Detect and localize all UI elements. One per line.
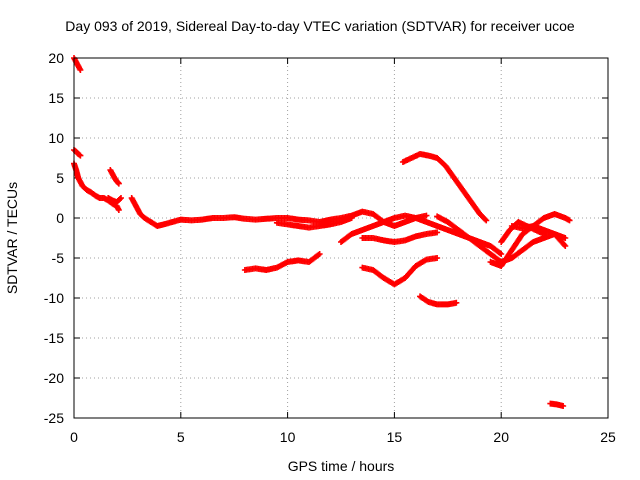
data-points	[71, 55, 573, 409]
data-point	[562, 243, 569, 249]
data-point	[115, 180, 122, 187]
series-arc-5	[105, 195, 124, 205]
y-tick-label: -5	[52, 250, 65, 266]
grid-lines	[74, 58, 608, 418]
data-point	[561, 241, 568, 248]
y-tick-label: 5	[56, 170, 64, 186]
data-point	[562, 235, 569, 241]
y-tick-label: 10	[48, 130, 64, 146]
series-arc-4	[107, 167, 122, 187]
series-arc-13	[417, 293, 460, 308]
x-tick-label: 10	[280, 429, 296, 445]
x-tick-label: 25	[600, 429, 616, 445]
data-point	[348, 215, 355, 221]
data-point	[115, 207, 122, 213]
data-point	[482, 216, 489, 223]
plot-frame	[73, 57, 609, 419]
data-point	[77, 67, 84, 73]
y-tick-label: 0	[56, 210, 64, 226]
data-point	[117, 195, 124, 201]
series-arc-11	[359, 255, 441, 288]
data-point	[315, 251, 322, 258]
y-tick-label: 15	[48, 90, 64, 106]
series-arc-12	[399, 151, 490, 224]
data-point	[498, 251, 505, 257]
data-point	[116, 196, 123, 202]
y-tick-label: -20	[44, 370, 64, 386]
series-arc-7	[273, 215, 355, 231]
data-point	[453, 299, 460, 306]
series-arc-8	[241, 251, 323, 273]
y-tick-label: -10	[44, 290, 64, 306]
x-tick-label: 5	[177, 429, 185, 445]
data-point	[566, 217, 573, 224]
x-tick-label: 20	[493, 429, 509, 445]
data-point	[77, 152, 84, 159]
data-point	[434, 229, 441, 236]
data-point	[560, 403, 567, 409]
y-axis-label: SDTVAR / TECUs	[4, 181, 20, 295]
x-tick-label: 15	[387, 429, 403, 445]
y-tick-label: 20	[48, 50, 64, 66]
chart-title: Day 093 of 2019, Sidereal Day-to-day VTE…	[65, 18, 575, 34]
series-arc-17	[508, 223, 569, 249]
data-point	[423, 212, 430, 219]
series-arc-3	[71, 160, 122, 213]
data-point	[497, 250, 504, 257]
series-arc-15	[487, 211, 573, 269]
series-arc-10	[359, 229, 441, 245]
tick-labels: 0 5 10 15 20 25 -25 -20 -15 -10 -5 0 5 10 15 20	[44, 50, 616, 445]
axis-ticks	[73, 57, 609, 419]
y-tick-label: -15	[44, 330, 64, 346]
data-point	[434, 255, 441, 261]
x-axis-label: GPS time / hours	[287, 458, 395, 474]
x-tick-label: 0	[70, 429, 78, 445]
series-arc-2	[71, 147, 84, 159]
y-tick-label: -25	[44, 410, 64, 426]
data-point	[483, 217, 490, 224]
data-point	[316, 251, 323, 257]
series-arc-18	[547, 400, 567, 409]
